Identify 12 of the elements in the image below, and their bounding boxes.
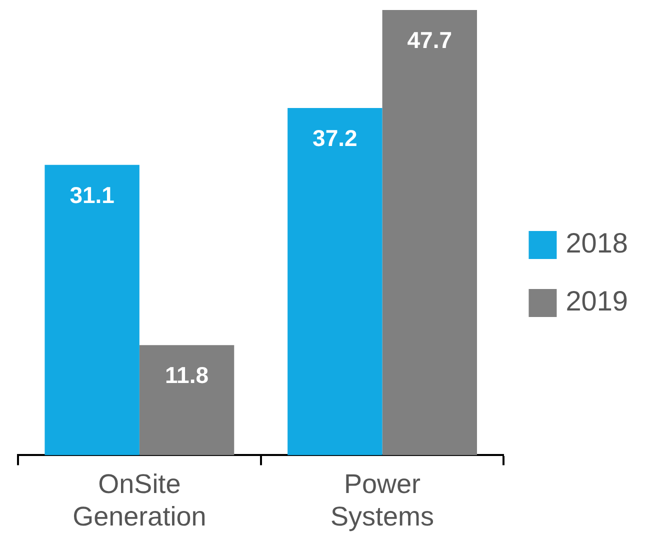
bar — [139, 345, 234, 456]
data-label: 11.8 — [165, 362, 209, 388]
bar — [288, 108, 382, 456]
data-label: 31.1 — [70, 182, 115, 208]
legend-label: 2018 — [566, 228, 628, 259]
legend-label: 2019 — [566, 286, 628, 317]
data-label: 37.2 — [312, 124, 358, 151]
data-label: 47.7 — [407, 26, 452, 53]
bar — [382, 10, 477, 456]
bar — [44, 164, 140, 456]
x-tick-label: OnSite Generation — [72, 468, 206, 532]
x-tick-label: Power Systems — [330, 468, 434, 532]
